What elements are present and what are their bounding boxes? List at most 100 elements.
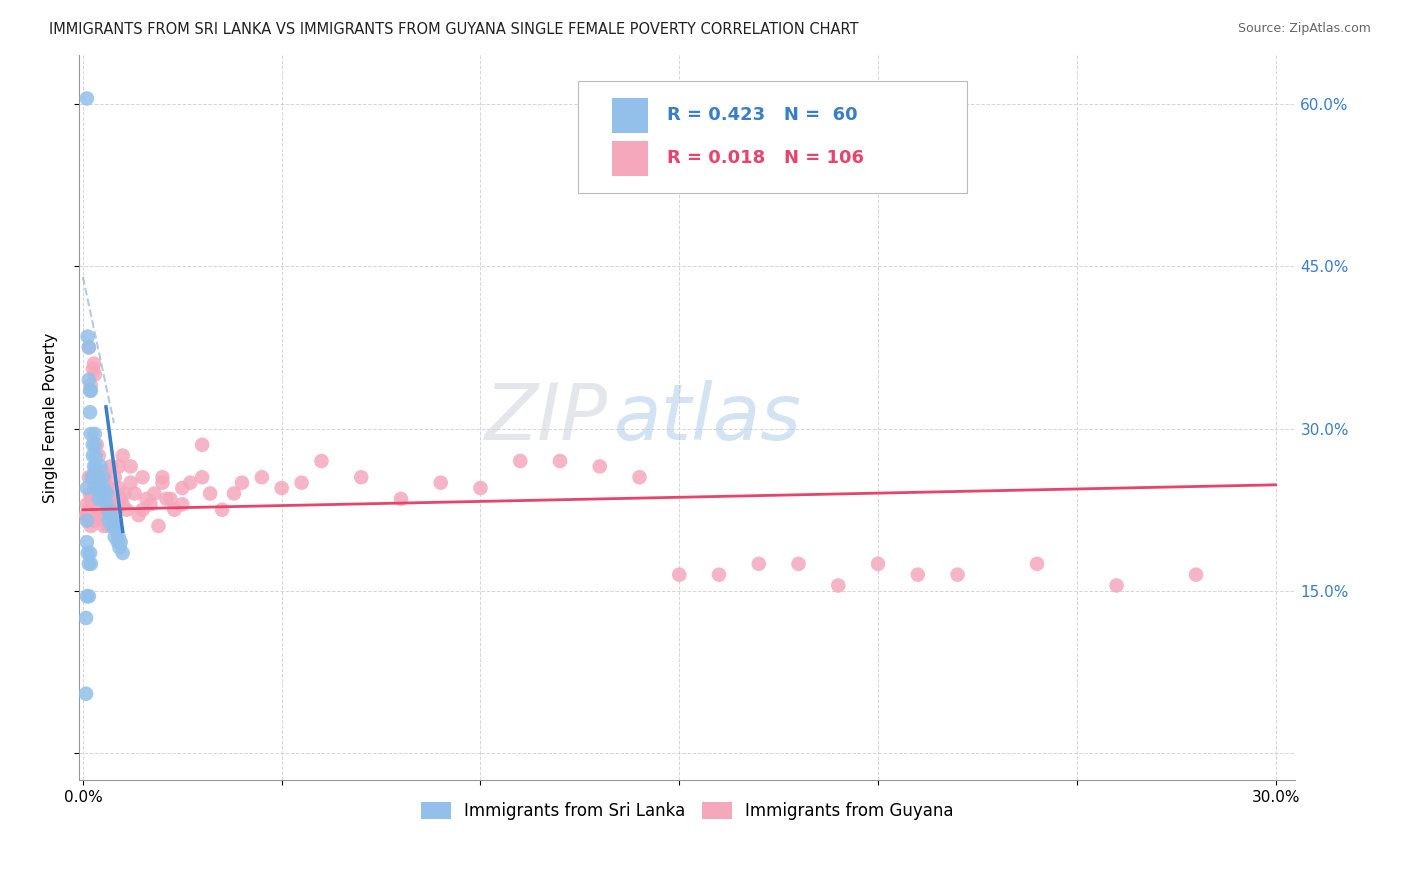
Point <box>80 519 103 533</box>
Point <box>83 514 105 528</box>
Point <box>77 557 100 571</box>
Point <box>114 486 136 500</box>
Point <box>98 502 121 516</box>
Point <box>100 508 122 522</box>
Point <box>311 454 333 468</box>
Point <box>75 508 97 522</box>
Point <box>90 481 112 495</box>
Point <box>110 535 132 549</box>
Point <box>83 368 105 382</box>
Point <box>94 486 117 500</box>
Point <box>787 557 810 571</box>
Point <box>107 459 129 474</box>
Point <box>82 362 104 376</box>
Point <box>80 426 103 441</box>
Point <box>110 491 132 506</box>
Point <box>77 470 100 484</box>
Point <box>1105 578 1128 592</box>
Point <box>87 449 110 463</box>
Point <box>131 502 153 516</box>
Point <box>82 438 104 452</box>
Point <box>115 502 138 516</box>
Text: ZIP: ZIP <box>485 380 609 456</box>
Point <box>96 508 118 522</box>
Point <box>76 91 98 105</box>
Text: R = 0.423   N =  60: R = 0.423 N = 60 <box>666 106 858 124</box>
Point <box>827 578 849 592</box>
Text: atlas: atlas <box>614 380 801 456</box>
Point <box>589 459 612 474</box>
Point <box>163 502 186 516</box>
Point <box>104 470 127 484</box>
Text: R = 0.018   N = 106: R = 0.018 N = 106 <box>666 149 863 168</box>
Point <box>87 470 110 484</box>
Point <box>104 519 127 533</box>
Point <box>87 470 110 484</box>
Point <box>103 519 125 533</box>
Point <box>179 475 201 490</box>
Point <box>100 519 122 533</box>
Point <box>80 557 103 571</box>
Point <box>548 454 571 468</box>
Point <box>93 481 115 495</box>
Point <box>83 481 105 495</box>
Point <box>76 514 98 528</box>
Point <box>91 481 114 495</box>
Point <box>509 454 531 468</box>
Point <box>104 514 127 528</box>
Point <box>111 546 134 560</box>
Point <box>97 502 120 516</box>
Point <box>120 475 142 490</box>
Point <box>80 470 103 484</box>
Point <box>389 491 412 506</box>
Point <box>82 508 104 522</box>
Point <box>79 508 101 522</box>
Text: Source: ZipAtlas.com: Source: ZipAtlas.com <box>1237 22 1371 36</box>
Point <box>191 438 214 452</box>
Point <box>79 384 101 398</box>
Point <box>96 497 118 511</box>
Point <box>84 514 107 528</box>
Point <box>97 481 120 495</box>
Point <box>77 340 100 354</box>
Point <box>90 475 112 490</box>
Point <box>91 470 114 484</box>
Point <box>100 459 122 474</box>
Point <box>111 449 134 463</box>
Point <box>94 470 117 484</box>
Y-axis label: Single Female Poverty: Single Female Poverty <box>44 333 58 503</box>
Point <box>91 491 114 506</box>
Point <box>82 449 104 463</box>
Point <box>83 357 105 371</box>
Point <box>103 502 125 516</box>
Point <box>172 497 194 511</box>
Point <box>290 475 312 490</box>
Point <box>86 481 108 495</box>
Point <box>120 459 142 474</box>
Point <box>90 459 112 474</box>
Point <box>77 590 100 604</box>
Point <box>191 470 214 484</box>
Point <box>105 502 128 516</box>
Point <box>83 497 105 511</box>
Point <box>83 438 105 452</box>
Point <box>90 508 112 522</box>
Point <box>80 508 103 522</box>
Point <box>1026 557 1049 571</box>
Point <box>101 514 124 528</box>
Point <box>101 508 124 522</box>
Point <box>77 502 100 516</box>
Point <box>98 491 121 506</box>
Point <box>83 459 105 474</box>
Point <box>211 502 233 516</box>
Point <box>155 491 177 506</box>
Text: IMMIGRANTS FROM SRI LANKA VS IMMIGRANTS FROM GUYANA SINGLE FEMALE POVERTY CORREL: IMMIGRANTS FROM SRI LANKA VS IMMIGRANTS … <box>49 22 859 37</box>
Point <box>83 465 105 479</box>
Point <box>87 491 110 506</box>
FancyBboxPatch shape <box>612 98 648 133</box>
Point <box>907 567 929 582</box>
Point <box>100 497 122 511</box>
Point <box>82 497 104 511</box>
Point <box>107 481 129 495</box>
FancyBboxPatch shape <box>578 80 967 193</box>
